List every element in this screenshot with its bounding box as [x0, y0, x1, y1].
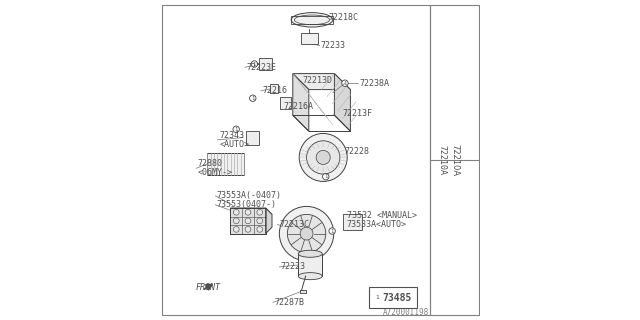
Text: 72343: 72343: [219, 131, 244, 140]
Circle shape: [300, 133, 347, 181]
Text: 73485: 73485: [383, 292, 412, 303]
Text: 72238A: 72238A: [359, 79, 389, 88]
Text: 73532 <MANUAL>: 73532 <MANUAL>: [347, 212, 417, 220]
Text: FRONT: FRONT: [196, 284, 221, 292]
Polygon shape: [292, 74, 351, 90]
Text: 73553A(-0407): 73553A(-0407): [217, 191, 282, 200]
Circle shape: [316, 150, 330, 164]
Polygon shape: [334, 74, 351, 131]
Text: 72213F: 72213F: [342, 109, 372, 118]
Circle shape: [234, 227, 239, 232]
Text: 72210A: 72210A: [450, 144, 460, 176]
Text: <06MY->: <06MY->: [198, 168, 233, 177]
Ellipse shape: [298, 250, 323, 257]
Circle shape: [257, 209, 262, 215]
Text: 72287B: 72287B: [275, 298, 305, 307]
Ellipse shape: [291, 13, 333, 27]
Circle shape: [307, 141, 340, 174]
Text: 1: 1: [375, 295, 379, 300]
Circle shape: [280, 206, 334, 261]
Text: 1: 1: [343, 81, 347, 86]
Text: 73533A<AUTO>: 73533A<AUTO>: [347, 220, 406, 229]
Polygon shape: [300, 290, 306, 293]
Circle shape: [287, 214, 326, 253]
Text: 1: 1: [253, 61, 256, 67]
Text: 72233: 72233: [321, 41, 346, 50]
Polygon shape: [292, 74, 308, 131]
Circle shape: [245, 227, 251, 232]
Text: 1: 1: [324, 174, 328, 179]
Circle shape: [251, 61, 257, 67]
Circle shape: [300, 227, 313, 240]
Text: 1: 1: [234, 127, 238, 132]
Text: 72223E: 72223E: [246, 63, 276, 72]
Circle shape: [245, 209, 251, 215]
Circle shape: [250, 95, 256, 101]
Circle shape: [233, 126, 239, 132]
Text: 72218C: 72218C: [329, 13, 359, 22]
FancyBboxPatch shape: [369, 287, 417, 308]
Circle shape: [323, 173, 329, 180]
Polygon shape: [230, 208, 272, 214]
Circle shape: [257, 227, 262, 232]
Circle shape: [234, 218, 239, 224]
Text: 72223: 72223: [281, 262, 306, 271]
Polygon shape: [343, 214, 362, 230]
Ellipse shape: [298, 273, 323, 280]
Circle shape: [234, 209, 239, 215]
Text: <AUTO>: <AUTO>: [219, 140, 249, 149]
Circle shape: [257, 218, 262, 224]
Polygon shape: [230, 208, 266, 234]
Polygon shape: [266, 208, 272, 234]
Text: 72880: 72880: [198, 159, 223, 168]
Polygon shape: [298, 254, 323, 276]
Polygon shape: [259, 58, 272, 70]
Text: 1: 1: [330, 228, 334, 234]
Circle shape: [329, 228, 335, 234]
Circle shape: [373, 294, 381, 301]
Polygon shape: [280, 97, 291, 109]
Circle shape: [245, 218, 251, 224]
Text: 72213C: 72213C: [279, 220, 309, 229]
Polygon shape: [207, 153, 244, 175]
Text: 72228: 72228: [344, 147, 369, 156]
Text: 72216: 72216: [262, 86, 287, 95]
Text: 72213D: 72213D: [302, 76, 332, 85]
Circle shape: [342, 80, 348, 86]
Text: A72000I198: A72000I198: [383, 308, 429, 317]
Polygon shape: [301, 33, 319, 44]
Text: 73553(0407-): 73553(0407-): [217, 200, 277, 209]
Text: 1: 1: [251, 96, 255, 101]
Polygon shape: [270, 84, 278, 93]
Polygon shape: [246, 131, 259, 145]
Text: 72216A: 72216A: [283, 102, 313, 111]
Text: 72210A: 72210A: [437, 145, 446, 175]
